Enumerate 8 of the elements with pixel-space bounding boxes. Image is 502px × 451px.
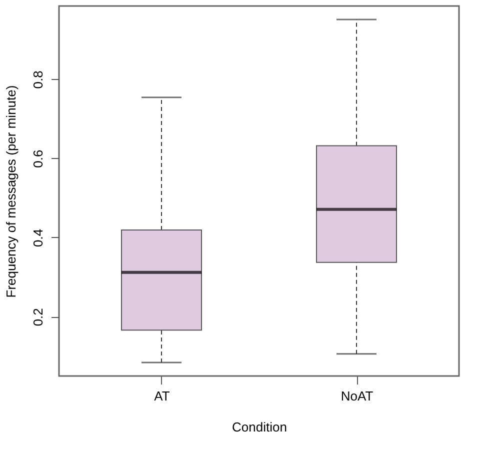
x-tick-label: AT <box>154 388 170 404</box>
y-axis-title: Frequency of messages (per minute) <box>4 85 18 298</box>
y-tick-label: 0.4 <box>30 228 46 248</box>
x-axis-title: Condition <box>232 420 287 434</box>
x-tick-label: NoAT <box>340 388 374 404</box>
y-tick-label: 0.6 <box>30 150 46 168</box>
y-tick-label: 0.8 <box>30 70 46 89</box>
y-tick-label: 0.2 <box>30 308 46 326</box>
